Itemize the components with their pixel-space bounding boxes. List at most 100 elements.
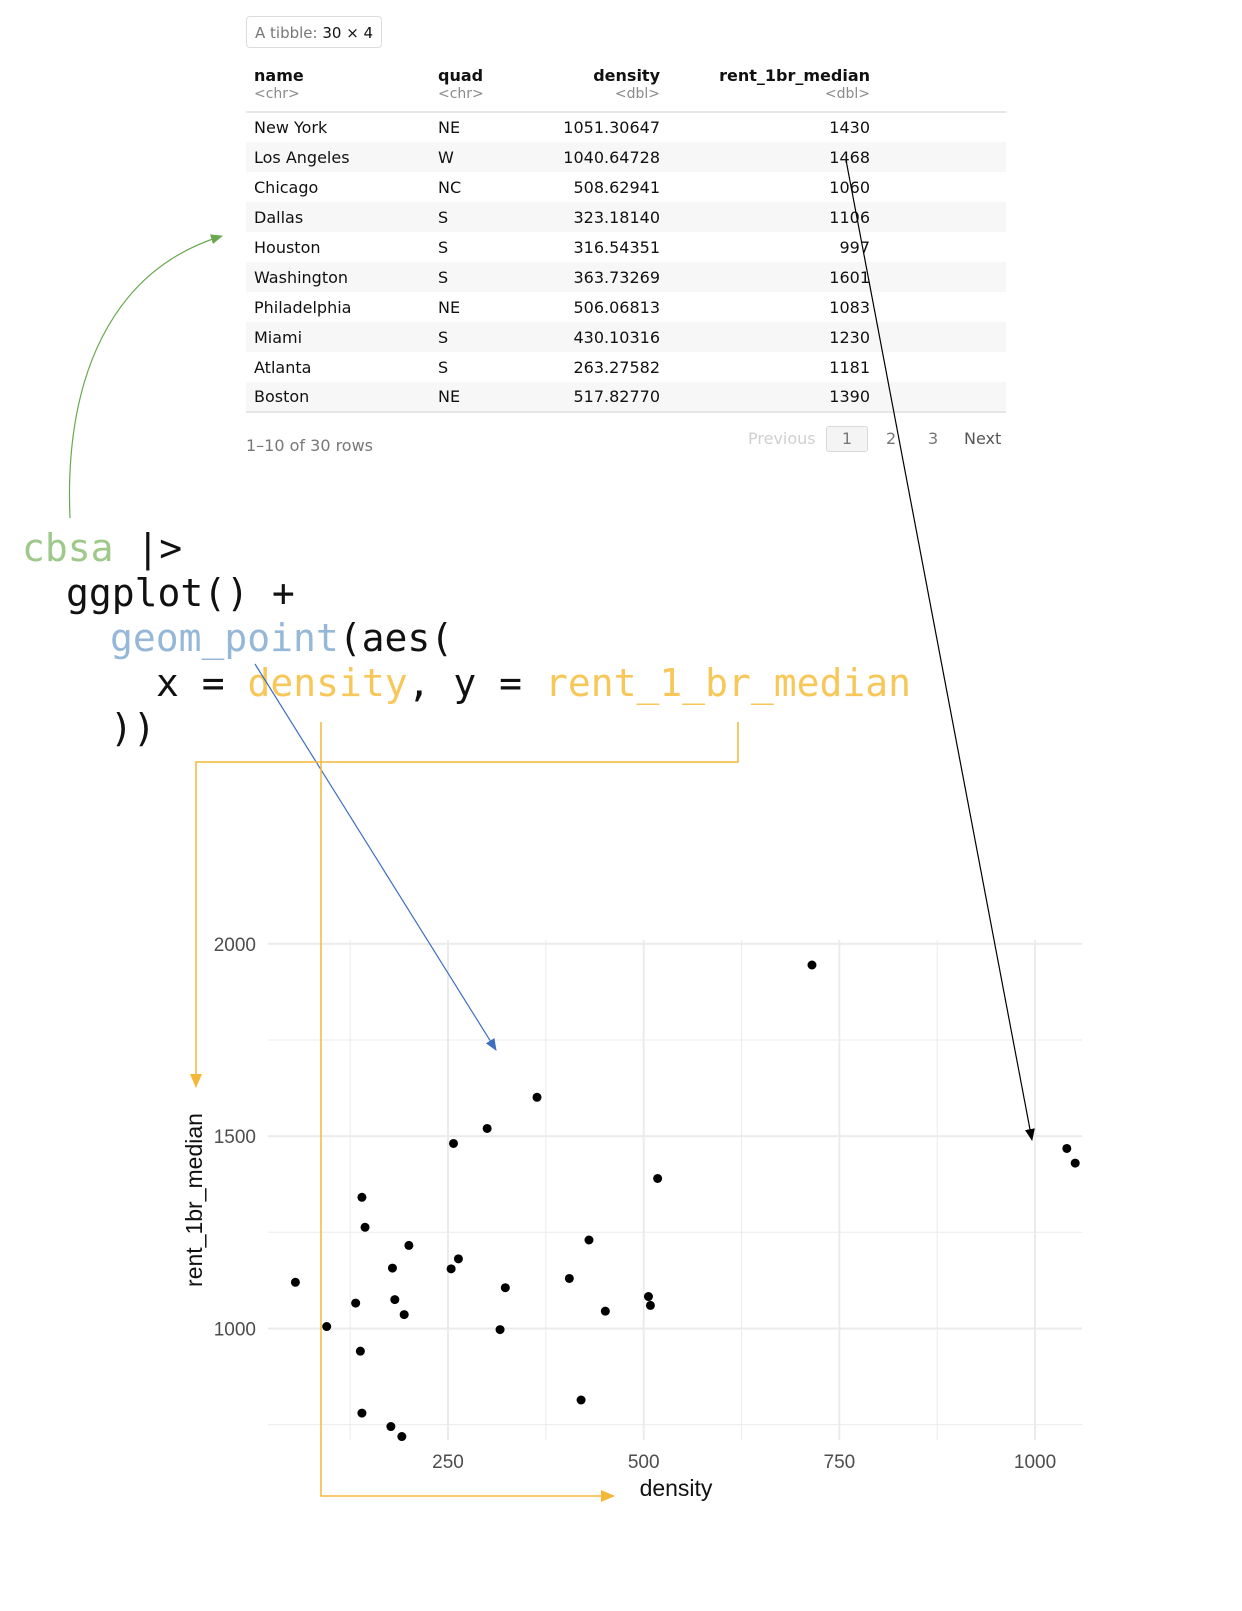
cell-quad: S	[430, 262, 520, 292]
scatter-point	[397, 1432, 407, 1442]
row-spacer	[878, 262, 1006, 292]
page-2-button[interactable]: 2	[886, 429, 897, 448]
blue-geom-arrow	[254, 663, 497, 1051]
cell-quad: S	[430, 202, 520, 232]
x-tick-label: 500	[628, 1452, 660, 1473]
scatter-point	[643, 1292, 653, 1302]
previous-page-button[interactable]: Previous	[748, 429, 816, 448]
cell-quad: NC	[438, 177, 462, 197]
tibble-dims: 30 × 4	[322, 24, 374, 42]
table-row: Philadelphia NE 506.06813 1083	[246, 292, 1006, 322]
y-axis-title: rent_1br_median	[181, 1113, 207, 1287]
y-tick-label: 1000	[214, 1319, 256, 1340]
scatter-point	[482, 1123, 492, 1133]
cell-rent-1br-median: 1390	[668, 382, 878, 413]
column-header-rent-1br-median[interactable]: rent_1br_median <dbl>	[668, 62, 878, 113]
scatter-point	[500, 1283, 510, 1293]
code-data-object: cbsa	[22, 526, 114, 570]
x-axis-title: density	[640, 1475, 713, 1501]
cell-name: Chicago	[254, 177, 319, 197]
scatter-point	[576, 1395, 586, 1405]
cell-name: Washington	[246, 262, 430, 292]
cell-rent-1br-median: 1181	[829, 357, 870, 377]
scatter-point	[645, 1300, 655, 1310]
scatter-point	[399, 1310, 409, 1320]
cell-quad: NE	[430, 382, 520, 413]
scatter-point	[357, 1408, 367, 1418]
table-row: Dallas S 323.18140 1106	[246, 202, 1006, 232]
tibble-table: name <chr> quad <chr> density <dbl> rent_1b…	[246, 62, 1006, 413]
cell-name: Philadelphia	[254, 297, 352, 317]
cell-density: 508.62941	[573, 177, 660, 197]
cell-density: 263.27582	[573, 357, 660, 377]
tibble-label: A tibble:	[255, 24, 318, 42]
table-row: Atlanta S 263.27582 1181	[246, 352, 1006, 382]
page-3-button[interactable]: 3	[928, 429, 939, 448]
cell-rent-1br-median: 1106	[668, 202, 878, 232]
code-x-variable: density	[247, 661, 408, 705]
table-header-row: name <chr> quad <chr> density <dbl> rent_1b…	[246, 62, 1006, 113]
cell-quad: S	[438, 237, 449, 257]
scatter-point	[351, 1298, 361, 1308]
table-row: Chicago NC 508.62941 1060	[246, 172, 1006, 202]
next-page-button[interactable]: Next	[964, 429, 1002, 448]
code-geom-function: geom_point	[110, 616, 339, 660]
tibble-dimensions-badge: A tibble: 30 × 4	[246, 16, 383, 48]
scatter-point	[653, 1173, 663, 1183]
cell-name: Los Angeles	[246, 142, 430, 172]
x-tick-label: 750	[824, 1452, 856, 1473]
code-line-5: ))	[110, 706, 156, 750]
scatter-point	[448, 1138, 458, 1148]
code-line-4: x = density, y = rent_1_br_median	[156, 661, 911, 706]
orange-x-mapping-arrow	[320, 722, 615, 1502]
cell-rent-1br-median: 1083	[829, 297, 870, 317]
scatter-point	[564, 1273, 574, 1283]
cell-density: 430.10316	[520, 322, 668, 352]
code-y-variable: rent_1_br_median	[544, 661, 911, 705]
scatter-point	[360, 1222, 370, 1232]
cell-density: 323.18140	[520, 202, 668, 232]
table-row: Boston NE 517.82770 1390	[246, 382, 1006, 413]
cell-name: New York	[254, 118, 328, 137]
row-spacer	[878, 322, 1006, 352]
cell-quad: W	[430, 142, 520, 172]
cell-quad: S	[430, 322, 520, 352]
cell-rent-1br-median: 1230	[668, 322, 878, 352]
row-spacer	[878, 142, 1006, 172]
scatter-point	[532, 1092, 542, 1102]
scatter-point	[1070, 1158, 1080, 1168]
code-line-3: geom_point(aes(	[110, 616, 453, 661]
axis-tick-labels: 250 500 750 1000 1000 1500 2000	[214, 935, 1056, 1473]
green-data-arrow	[68, 234, 223, 519]
cell-density: 1040.64728	[520, 142, 668, 172]
cell-name: Houston	[254, 237, 321, 257]
column-header-density[interactable]: density <dbl>	[520, 62, 668, 113]
cell-quad: NE	[438, 297, 461, 317]
code-x-assign: x =	[156, 661, 248, 705]
code-y-assign: , y =	[407, 661, 545, 705]
cell-name: Boston	[246, 382, 430, 413]
scatter-point	[453, 1254, 463, 1264]
cell-rent-1br-median: 997	[839, 237, 870, 257]
cell-name: Miami	[246, 322, 430, 352]
row-spacer	[878, 382, 1006, 413]
code-aes-open: (aes(	[338, 616, 454, 660]
column-header-quad[interactable]: quad <chr>	[430, 62, 520, 113]
column-header-name[interactable]: name <chr>	[246, 62, 430, 113]
scatter-point	[386, 1422, 396, 1432]
cell-name: Dallas	[246, 202, 430, 232]
table-row: Washington S 363.73269 1601	[246, 262, 1006, 292]
orange-y-mapping-arrow	[190, 722, 739, 1088]
scatter-point	[807, 960, 817, 970]
scatter-point	[495, 1325, 505, 1335]
cell-rent-1br-median: 1430	[829, 118, 870, 137]
page-1-button[interactable]: 1	[826, 426, 868, 452]
scatter-point	[600, 1306, 610, 1316]
code-line-1: cbsa |>	[22, 526, 182, 571]
cell-rent-1br-median: 1601	[668, 262, 878, 292]
cell-density: 316.54351	[573, 237, 660, 257]
y-tick-label: 2000	[214, 935, 256, 956]
cell-quad: NE	[438, 118, 461, 137]
cell-rent-1br-median: 1468	[668, 142, 878, 172]
cell-quad: S	[438, 357, 449, 377]
